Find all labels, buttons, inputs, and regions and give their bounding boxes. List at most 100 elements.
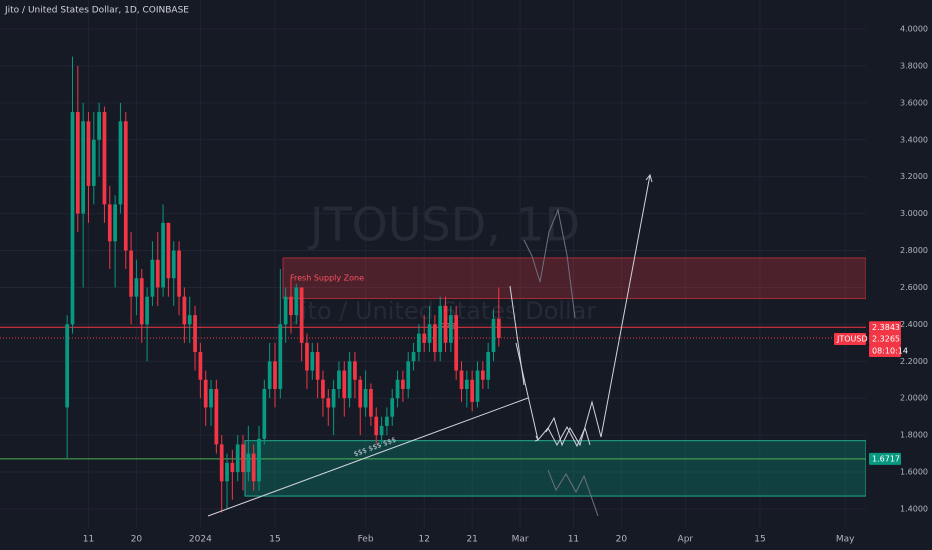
x-tick-label: 21 — [466, 535, 477, 545]
candle-body — [129, 250, 133, 297]
candle-body — [464, 379, 469, 389]
candle-body — [385, 416, 389, 426]
y-tick-label: 2.6000 — [900, 283, 928, 292]
candle-body — [257, 438, 261, 482]
candle-body — [475, 370, 480, 402]
candle-body — [262, 388, 267, 439]
time-axis — [0, 528, 866, 550]
y-tick-label: 3.0000 — [900, 209, 928, 218]
candle-body — [331, 388, 336, 408]
arrow-head — [645, 173, 653, 183]
candle-body — [219, 444, 224, 482]
grid — [0, 0, 866, 528]
candle-body — [251, 453, 256, 482]
candle-body — [486, 352, 491, 380]
candle-body — [177, 250, 181, 297]
candle-body — [395, 379, 400, 399]
candle-body — [321, 379, 325, 399]
prz-price-tag-bg — [869, 321, 901, 334]
candle-body — [337, 370, 341, 389]
level-price-tag-bg — [869, 452, 901, 465]
x-tick-label: 15 — [754, 535, 765, 545]
countdown-tag: 08:10:14 — [872, 346, 908, 355]
candle-body — [91, 139, 96, 186]
candle-body — [123, 121, 128, 251]
watermark-symbol: JTOUSD, 1D — [307, 198, 580, 252]
candle-body — [347, 361, 352, 399]
candle-body — [470, 379, 475, 402]
projection-arrow — [509, 285, 525, 386]
y-tick-label: 3.8000 — [900, 61, 928, 70]
candle-body — [102, 112, 107, 205]
candle-body — [289, 296, 293, 316]
candle-body — [209, 388, 213, 408]
y-tick-label: 3.6000 — [900, 98, 928, 107]
candle-body — [459, 370, 464, 389]
y-tick-label: 3.4000 — [900, 135, 928, 144]
candle-body — [491, 318, 496, 353]
candle-body — [171, 250, 176, 279]
candle-body — [326, 398, 331, 408]
candle-body — [427, 324, 432, 343]
symbol-tag-bg — [834, 332, 866, 345]
candle-body — [113, 204, 117, 242]
candle-body — [198, 352, 203, 380]
candle-body — [193, 315, 197, 353]
candle-body — [315, 352, 320, 380]
candle-body — [182, 296, 187, 325]
x-tick-label: 15 — [269, 535, 280, 545]
candle-body — [81, 121, 86, 214]
demand-zone — [244, 440, 867, 497]
candle-body — [310, 352, 315, 371]
x-tick-label: 2024 — [189, 535, 212, 545]
candle-body — [214, 388, 219, 445]
y-tick-label: 1.4000 — [900, 504, 928, 513]
y-tick-label: 2.4000 — [900, 320, 928, 329]
candle-body — [358, 379, 363, 408]
x-tick-label: Apr — [678, 535, 694, 545]
candle-body — [139, 278, 144, 325]
candle-body — [166, 222, 171, 279]
countdown-tag-bg — [869, 344, 901, 357]
candle-body — [235, 444, 240, 473]
arrow-head — [534, 435, 539, 442]
x-tick-label: Feb — [358, 535, 374, 545]
candle-body — [161, 222, 165, 288]
candle-body — [390, 398, 395, 417]
candles — [65, 56, 501, 513]
x-tick-label: 12 — [418, 535, 429, 545]
level-price-tag: 1.6717 — [872, 454, 900, 463]
candle-body — [406, 361, 411, 389]
y-tick-label: 2.8000 — [900, 246, 928, 255]
candle-body — [379, 425, 384, 436]
last-price-tag: 2.3265 — [872, 334, 900, 343]
candle-body — [267, 361, 272, 389]
projection-drawings — [207, 173, 653, 517]
x-tick-label: May — [836, 535, 855, 545]
y-tick-label: 1.8000 — [900, 431, 928, 440]
candle-body — [496, 318, 501, 338]
trendline — [207, 397, 529, 517]
candle-body — [107, 204, 112, 242]
y-tick-label: 1.6000 — [900, 468, 928, 477]
candle-body — [86, 121, 91, 186]
candle-body — [225, 462, 229, 482]
candle-body — [118, 121, 123, 205]
candle-body — [299, 287, 304, 343]
candle-body — [422, 333, 427, 343]
candle-body — [438, 305, 443, 353]
symbol-tag: JTOUSD — [836, 334, 868, 343]
candle-body — [187, 315, 192, 325]
candle-body — [374, 416, 379, 436]
supply-zone-label: Fresh Supply Zone — [290, 273, 364, 282]
zones: Fresh Supply Zone PRZ — [0, 257, 867, 497]
candle-body — [246, 453, 251, 473]
candle-body — [97, 112, 101, 140]
candle-body — [203, 379, 208, 408]
candle-body — [278, 324, 283, 389]
candle-body — [480, 370, 485, 380]
candle-body — [411, 352, 416, 362]
supply-zone — [282, 257, 867, 300]
